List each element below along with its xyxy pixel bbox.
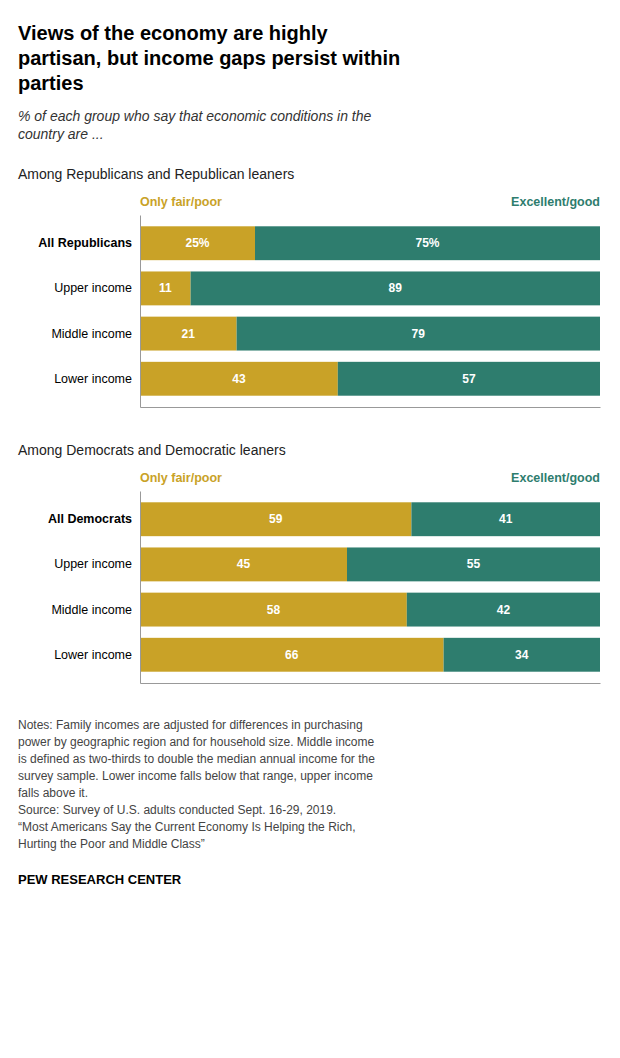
category-tick: All Democrats bbox=[48, 512, 132, 526]
data-label: 21 bbox=[182, 327, 196, 341]
category-label: All Republicans bbox=[38, 236, 132, 250]
category-label: Middle income bbox=[51, 603, 132, 617]
subtitle: % of each group who say that economic co… bbox=[18, 108, 372, 142]
note: Source: Survey of U.S. adults conducted … bbox=[18, 803, 336, 817]
bar bbox=[140, 638, 444, 672]
data-label: 75% bbox=[415, 236, 439, 250]
title: Views of the economy are highlypartisan,… bbox=[18, 22, 400, 94]
series-header: Excellent/good bbox=[511, 195, 600, 209]
category-label: Lower income bbox=[54, 372, 132, 386]
data-label: 55 bbox=[467, 557, 481, 571]
note: Notes: Family incomes are adjusted for d… bbox=[18, 718, 363, 732]
category-axis-line bbox=[140, 216, 141, 408]
category-label: All Democrats bbox=[48, 512, 132, 526]
data-label: 79 bbox=[412, 327, 426, 341]
data-label: 57 bbox=[462, 372, 476, 386]
bar bbox=[444, 638, 600, 672]
category-label: Upper income bbox=[54, 557, 132, 571]
bar bbox=[338, 362, 600, 396]
bar bbox=[407, 593, 600, 627]
category-label: Lower income bbox=[54, 648, 132, 662]
bar bbox=[237, 317, 600, 351]
bar bbox=[140, 226, 255, 260]
series-header: Excellent/good bbox=[511, 471, 600, 485]
note: falls above it. bbox=[18, 786, 88, 800]
data-label: 43 bbox=[232, 372, 246, 386]
category-tick: Middle income bbox=[51, 603, 132, 617]
data-label: 89 bbox=[389, 281, 403, 295]
data-label: 66 bbox=[285, 648, 299, 662]
category-axis: All Republicans Upper income Middle income… bbox=[38, 216, 140, 408]
bar bbox=[140, 593, 407, 627]
bars bbox=[140, 502, 600, 671]
category-tick: All Republicans bbox=[38, 236, 132, 250]
bar bbox=[140, 271, 191, 305]
bar bbox=[140, 547, 347, 581]
category-tick: Lower income bbox=[54, 372, 132, 386]
data-label: 59 bbox=[269, 512, 283, 526]
note: is defined as two-thirds to double the m… bbox=[18, 752, 375, 766]
bar bbox=[347, 547, 600, 581]
bars bbox=[140, 226, 600, 395]
data-label: 25% bbox=[185, 236, 209, 250]
category-axis-line bbox=[140, 492, 141, 684]
bar bbox=[140, 502, 411, 536]
data-label: 11 bbox=[159, 281, 172, 295]
value-axis bbox=[141, 683, 601, 684]
category-tick: Middle income bbox=[51, 327, 132, 341]
data-label: 58 bbox=[267, 603, 281, 617]
panel-title: Among Democrats and Democratic leaners bbox=[18, 442, 286, 458]
data-label: 45 bbox=[237, 557, 251, 571]
category-tick: Upper income bbox=[54, 557, 132, 571]
note: survey sample. Lower income falls below … bbox=[18, 769, 373, 783]
series-header: Only fair/poor bbox=[140, 471, 222, 485]
source: PEW RESEARCH CENTER bbox=[18, 872, 182, 887]
value-axis bbox=[141, 407, 601, 408]
data-label: 42 bbox=[497, 603, 511, 617]
data-label: 41 bbox=[499, 512, 513, 526]
category-tick: Upper income bbox=[54, 281, 132, 295]
category-axis: All Democrats Upper income Middle income Lo… bbox=[48, 492, 141, 684]
plot: 59 41 45 55 58 42 66 34 All Democrats Upper incom… bbox=[48, 492, 601, 684]
bar bbox=[140, 317, 237, 351]
bar bbox=[191, 271, 600, 305]
note: “Most Americans Say the Current Economy … bbox=[18, 820, 355, 834]
note: Hurting the Poor and Middle Class” bbox=[18, 837, 205, 851]
note: power by geographic region and for house… bbox=[18, 735, 375, 749]
plot: 25% 75% 11 89 21 79 43 57 All Republicans Upper i… bbox=[38, 216, 600, 408]
bar bbox=[411, 502, 600, 536]
series-header: Only fair/poor bbox=[140, 195, 222, 209]
bar bbox=[255, 226, 600, 260]
data-label: 34 bbox=[515, 648, 529, 662]
category-tick: Lower income bbox=[54, 648, 132, 662]
figure: Views of the economy are highlypartisan,… bbox=[0, 0, 620, 1058]
category-label: Upper income bbox=[54, 281, 132, 295]
value-axis-line bbox=[141, 683, 601, 684]
bar bbox=[140, 362, 338, 396]
panel-title: Among Republicans and Republican leaners bbox=[18, 166, 294, 182]
value-axis-line bbox=[141, 407, 601, 408]
category-label: Middle income bbox=[51, 327, 132, 341]
